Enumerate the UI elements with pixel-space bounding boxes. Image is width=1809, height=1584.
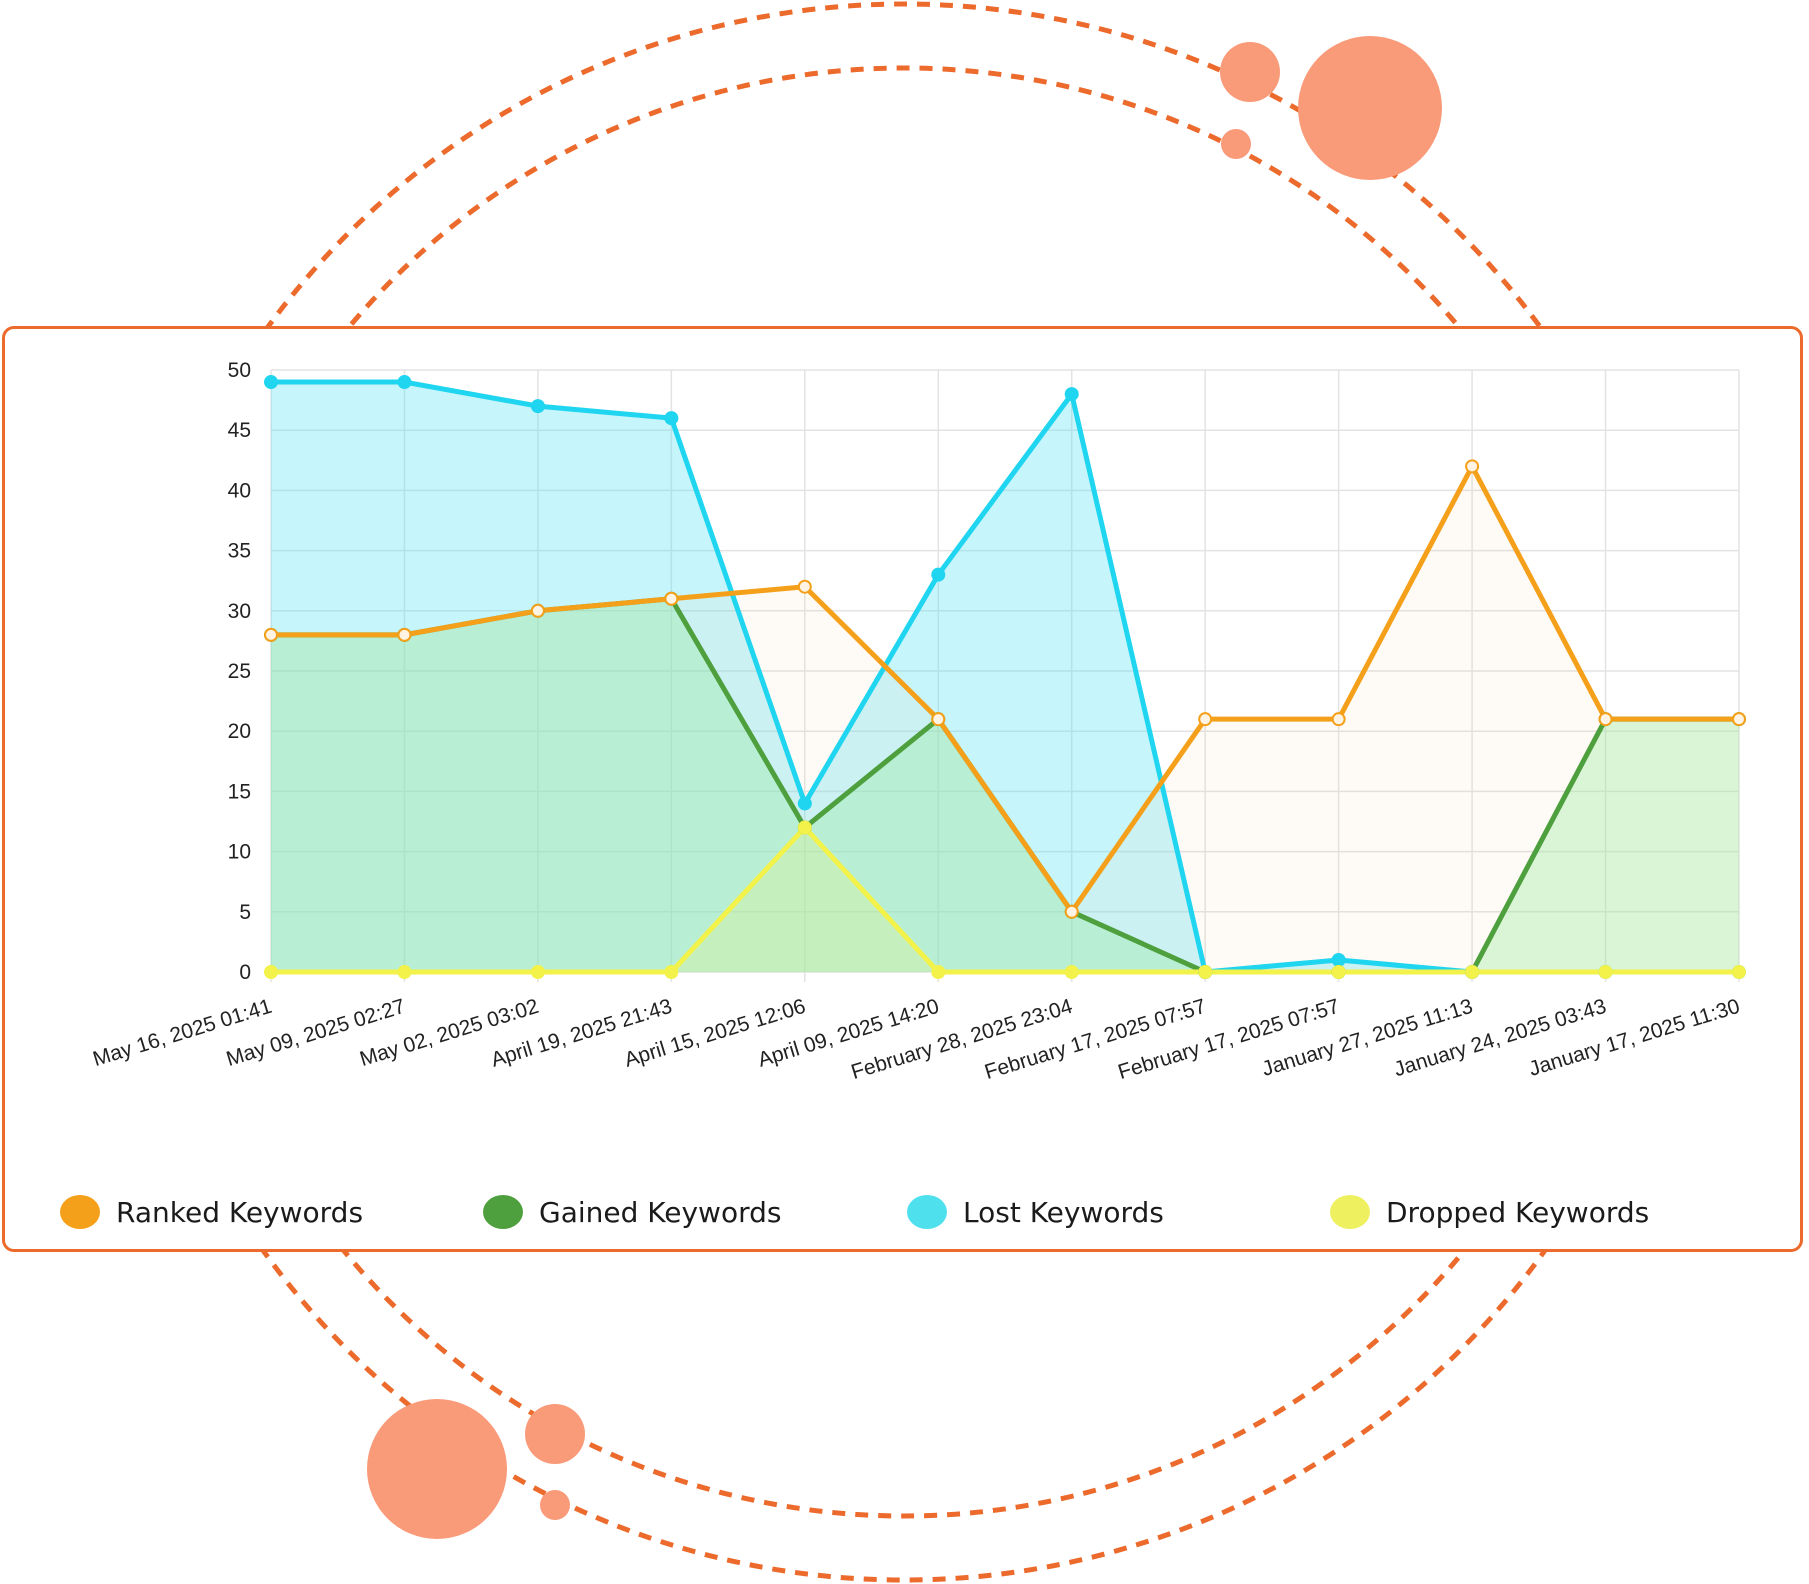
y-axis-ticks: 0 5 10 15 20 25 30 35 40 45 50 [228, 359, 251, 984]
bubble-medium-top [1220, 42, 1280, 102]
x-tick-label-8: February 17, 2025 07:57 [1115, 995, 1342, 1084]
point-ranked-keywords-6 [1064, 904, 1079, 919]
y-tick-label-8: 40 [228, 479, 251, 502]
chart-legend: Ranked Keywords Gained Keywords Lost Key… [5, 1187, 1800, 1237]
y-tick-label-7: 35 [228, 540, 251, 563]
point-lost-keywords-8 [1331, 952, 1346, 967]
bubble-small-bottom [540, 1490, 570, 1520]
point-dropped-keywords-2 [530, 965, 545, 979]
chart-points [264, 375, 1746, 979]
legend-item-lost[interactable]: Lost Keywords [907, 1187, 1164, 1237]
point-dropped-keywords-8 [1331, 965, 1346, 979]
legend-item-dropped[interactable]: Dropped Keywords [1330, 1187, 1649, 1237]
point-ranked-keywords-3 [664, 591, 679, 606]
legend-item-ranked[interactable]: Ranked Keywords [60, 1187, 363, 1237]
point-ranked-keywords-0 [264, 627, 278, 642]
point-lost-keywords-2 [530, 399, 545, 414]
y-tick-label-5: 25 [228, 660, 251, 683]
y-tick-label-10: 50 [228, 359, 251, 382]
chart-card: 0 5 10 15 20 25 30 35 40 45 50 May 16, 2025 01:41 M… [2, 326, 1803, 1252]
point-lost-keywords-0 [264, 375, 278, 390]
keywords-area-chart: 0 5 10 15 20 25 30 35 40 45 50 May 16, 2025 01:41M… [90, 359, 1746, 1084]
point-ranked-keywords-8 [1331, 712, 1346, 727]
y-tick-label-6: 30 [228, 600, 251, 623]
line-ranked-keywords [271, 463, 1739, 915]
point-dropped-keywords-1 [397, 965, 412, 979]
y-tick-label-3: 15 [228, 780, 251, 803]
point-lost-keywords-1 [397, 375, 412, 390]
point-lost-keywords-4 [797, 796, 812, 811]
point-dropped-keywords-6 [1064, 965, 1079, 979]
legend-swatch-ranked [60, 1195, 100, 1229]
legend-label-dropped: Dropped Keywords [1386, 1195, 1650, 1229]
y-tick-label-9: 45 [228, 419, 251, 442]
point-ranked-keywords-5 [931, 712, 946, 727]
point-lost-keywords-6 [1064, 387, 1079, 402]
point-ranked-keywords-4 [797, 579, 812, 594]
point-dropped-keywords-10 [1598, 965, 1613, 979]
legend-swatch-gained [483, 1195, 523, 1229]
chart-lines [271, 379, 1739, 975]
point-ranked-keywords-11 [1732, 712, 1746, 727]
point-ranked-keywords-10 [1598, 712, 1613, 727]
x-tick-label-6: February 28, 2025 23:04 [849, 995, 1076, 1084]
point-dropped-keywords-4 [797, 820, 812, 835]
y-tick-label-1: 5 [239, 901, 251, 924]
point-dropped-keywords-3 [664, 965, 679, 979]
legend-label-lost: Lost Keywords [963, 1195, 1164, 1229]
point-lost-keywords-3 [664, 411, 679, 426]
legend-label-gained: Gained Keywords [539, 1195, 782, 1229]
x-tick-label-7: February 17, 2025 07:57 [982, 995, 1209, 1084]
area-gained-keywords [271, 598, 1739, 972]
point-ranked-keywords-7 [1198, 712, 1213, 727]
legend-swatch-dropped [1330, 1195, 1370, 1229]
bubble-medium-bottom [525, 1404, 585, 1464]
area-ranked-keywords [271, 466, 1739, 972]
line-dropped-keywords [271, 825, 1739, 975]
y-tick-label-2: 10 [228, 841, 251, 864]
point-ranked-keywords-9 [1465, 459, 1480, 474]
bubble-large-bottom [367, 1399, 507, 1539]
legend-swatch-lost [907, 1195, 947, 1229]
legend-item-gained[interactable]: Gained Keywords [483, 1187, 781, 1237]
y-tick-label-0: 0 [239, 961, 251, 984]
point-lost-keywords-5 [931, 567, 946, 582]
chart-areas [271, 382, 1739, 972]
point-dropped-keywords-7 [1198, 965, 1213, 979]
bubble-large-top [1298, 36, 1442, 180]
legend-label-ranked: Ranked Keywords [116, 1195, 364, 1229]
point-dropped-keywords-11 [1732, 965, 1746, 979]
area-lost-keywords [271, 382, 1739, 972]
point-ranked-keywords-1 [397, 627, 412, 642]
point-dropped-keywords-5 [931, 965, 946, 979]
point-dropped-keywords-0 [264, 965, 278, 979]
bubble-small-top [1221, 129, 1251, 159]
point-ranked-keywords-2 [530, 603, 545, 618]
y-tick-label-4: 20 [228, 720, 251, 743]
point-dropped-keywords-9 [1465, 965, 1480, 979]
